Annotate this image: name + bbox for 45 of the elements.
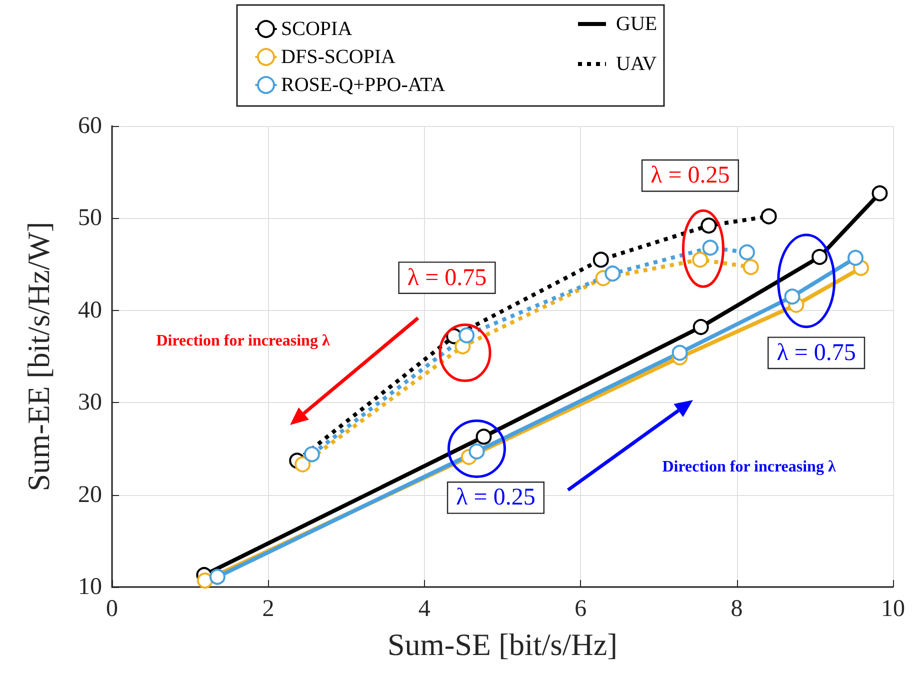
y-axis-title: Sum-EE [bit/s/Hz/W] (21, 222, 56, 492)
point (592, 252, 609, 268)
x-tick-label: 10 (881, 596, 905, 622)
y-tick-label: 40 (78, 297, 102, 324)
y-tick-label: 30 (78, 390, 102, 416)
point (476, 428, 492, 445)
point (604, 266, 621, 282)
x-axis-title: Sum-SE [bit/s/Hz] (388, 627, 618, 662)
annotation: Direction for increasing λ (156, 332, 330, 350)
point (872, 185, 888, 202)
annotation: λ = 0.25 (650, 162, 730, 189)
text: UAV (616, 53, 658, 75)
point (760, 208, 777, 224)
point (848, 250, 864, 266)
annotation: λ = 0.75 (407, 264, 487, 291)
legend-label: SCOPIA (281, 18, 353, 40)
point (304, 446, 320, 462)
point (672, 344, 688, 361)
point (209, 568, 226, 585)
point (458, 327, 475, 344)
y-tick-label: 50 (78, 205, 102, 232)
x-tick-label: 4 (418, 596, 430, 622)
x-tick-label: 8 (730, 596, 743, 622)
point (196, 572, 213, 589)
annotation: λ = 0.75 (776, 340, 856, 366)
annotation: λ = 0.25 (456, 484, 536, 511)
point (784, 288, 800, 305)
point (702, 240, 718, 256)
y-tick-label: 60 (78, 113, 102, 139)
x-tick-label: 2 (262, 596, 274, 622)
point (812, 248, 828, 265)
annotation: Direction for increasing λ (662, 458, 836, 476)
x-tick-label: 6 (574, 596, 587, 622)
point (738, 244, 755, 260)
point (742, 259, 759, 276)
point (700, 218, 717, 234)
point (692, 319, 709, 335)
legend-label: ROSE-Q+PPO-ATA (281, 74, 446, 96)
legend-label: DFS-SCOPIA (281, 46, 396, 68)
point (692, 252, 708, 268)
y-tick-label: 20 (78, 482, 102, 508)
text: GUE (616, 13, 658, 35)
point (294, 456, 311, 472)
x-tick-label: 0 (106, 596, 118, 622)
y-tick-label: 10 (78, 574, 102, 600)
